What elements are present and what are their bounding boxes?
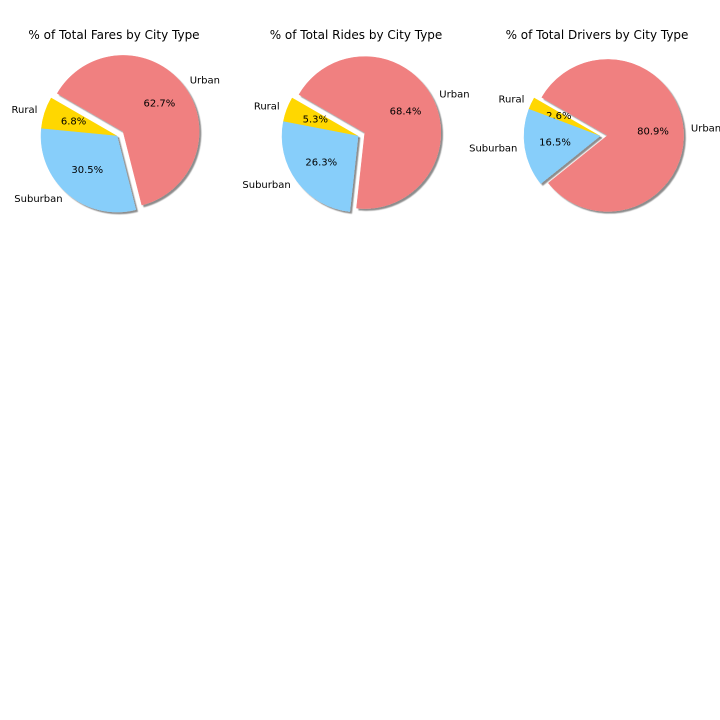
pct-label-rides-suburban: 26.3% [305, 158, 337, 169]
pct-label-drivers-suburban: 16.5% [539, 138, 571, 149]
slice-label-fares-urban: Urban [190, 75, 220, 86]
pie-slice-fares-suburban [40, 128, 137, 213]
pie-slice-drivers-urban [541, 59, 684, 212]
slice-label-drivers-suburban: Suburban [469, 144, 517, 155]
slice-label-rides-rural: Rural [254, 101, 280, 112]
chart-title-fares: % of Total Fares by City Type [28, 28, 199, 42]
pct-label-fares-urban: 62.7% [144, 98, 176, 109]
pct-label-drivers-rural: 2.6% [546, 111, 571, 122]
slice-label-drivers-urban: Urban [691, 124, 720, 135]
slice-label-rides-suburban: Suburban [242, 180, 290, 191]
slice-label-drivers-rural: Rural [499, 95, 525, 106]
pie-chart-rides: % of Total Rides by City Type Rural 5.3% S… [242, 28, 470, 212]
pct-label-fares-suburban: 30.5% [71, 165, 103, 176]
pie-slice-drivers-suburban [523, 108, 601, 184]
slice-label-rides-urban: Urban [439, 89, 469, 100]
chart-title-drivers: % of Total Drivers by City Type [506, 28, 689, 42]
pie-chart-fares: % of Total Fares by City Type Rural 6.8% S… [12, 28, 220, 213]
pie-chart-drivers: % of Total Drivers by City Type Rural 2.6… [469, 28, 720, 212]
pct-label-rides-rural: 5.3% [303, 115, 328, 126]
slice-label-fares-rural: Rural [12, 105, 38, 116]
slice-label-fares-suburban: Suburban [14, 194, 62, 205]
pie-slice-fares-urban [56, 55, 200, 206]
pie-slice-rides-suburban [281, 121, 359, 212]
pct-label-fares-rural: 6.8% [61, 117, 86, 128]
pct-label-rides-urban: 68.4% [390, 106, 422, 117]
chart-title-rides: % of Total Rides by City Type [270, 28, 443, 42]
pct-label-drivers-urban: 80.9% [637, 126, 669, 137]
pie-slice-rides-urban [298, 56, 441, 209]
